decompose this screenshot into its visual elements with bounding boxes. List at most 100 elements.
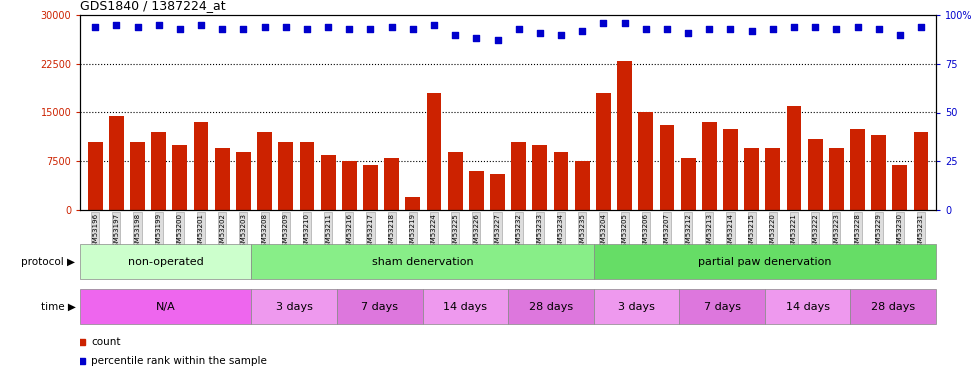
Bar	[723, 129, 738, 210]
Bar	[80, 289, 252, 324]
Point	[722, 26, 738, 32]
Text: 7 days: 7 days	[704, 302, 741, 312]
Bar	[617, 60, 632, 210]
Bar	[469, 171, 484, 210]
Point	[808, 24, 823, 30]
Bar	[448, 152, 463, 210]
Bar	[384, 158, 399, 210]
Text: 3 days: 3 days	[275, 302, 313, 312]
Point	[193, 22, 209, 28]
Point	[320, 24, 336, 30]
Point	[215, 26, 230, 32]
Point	[278, 24, 294, 30]
Point	[405, 26, 420, 32]
Text: 28 days: 28 days	[871, 302, 915, 312]
Bar	[337, 289, 422, 324]
Point	[468, 35, 484, 41]
Point	[151, 22, 167, 28]
Point	[680, 30, 696, 36]
Point	[87, 24, 103, 30]
Point	[554, 32, 569, 38]
Bar	[764, 289, 851, 324]
Bar	[512, 142, 526, 210]
Bar	[638, 112, 654, 210]
Bar	[252, 244, 594, 279]
Text: percentile rank within the sample: percentile rank within the sample	[91, 356, 267, 366]
Bar	[532, 145, 547, 210]
Bar	[426, 93, 441, 210]
Bar	[554, 152, 568, 210]
Point	[490, 38, 506, 44]
Text: non-operated: non-operated	[128, 256, 204, 267]
Text: partial paw denervation: partial paw denervation	[698, 256, 832, 267]
Bar	[130, 142, 145, 210]
Bar	[363, 165, 378, 210]
Bar	[594, 289, 679, 324]
Bar	[681, 158, 696, 210]
Bar	[596, 93, 611, 210]
Point	[828, 26, 844, 32]
Text: protocol ▶: protocol ▶	[22, 256, 75, 267]
Point	[532, 30, 548, 36]
Bar	[88, 142, 103, 210]
Point	[426, 22, 442, 28]
Bar	[215, 148, 229, 210]
Text: 14 days: 14 days	[786, 302, 829, 312]
Bar	[913, 132, 928, 210]
Point	[871, 26, 887, 32]
Point	[638, 26, 654, 32]
Point	[616, 20, 632, 26]
Point	[299, 26, 315, 32]
Point	[660, 26, 675, 32]
Bar	[252, 289, 337, 324]
Text: 28 days: 28 days	[529, 302, 573, 312]
Point	[129, 24, 145, 30]
Bar	[744, 148, 760, 210]
Text: time ▶: time ▶	[40, 302, 75, 312]
Bar	[320, 155, 335, 210]
Point	[384, 24, 400, 30]
Bar	[575, 161, 590, 210]
Bar	[151, 132, 167, 210]
Bar	[509, 289, 594, 324]
Point	[511, 26, 526, 32]
Point	[109, 22, 124, 28]
Text: 7 days: 7 days	[362, 302, 398, 312]
Bar	[278, 142, 293, 210]
Text: N/A: N/A	[156, 302, 175, 312]
Point	[363, 26, 378, 32]
Bar	[109, 116, 123, 210]
Text: 3 days: 3 days	[618, 302, 655, 312]
Bar	[490, 174, 505, 210]
Bar	[194, 122, 209, 210]
Point	[850, 24, 865, 30]
Point	[913, 24, 929, 30]
Point	[447, 32, 463, 38]
Bar	[851, 289, 936, 324]
Point	[702, 26, 717, 32]
Bar	[850, 129, 865, 210]
Text: 14 days: 14 days	[443, 302, 487, 312]
Bar	[660, 126, 674, 210]
Text: count: count	[91, 337, 121, 347]
Bar	[406, 197, 420, 210]
Point	[786, 24, 802, 30]
Bar	[829, 148, 844, 210]
Bar	[257, 132, 272, 210]
Bar	[787, 106, 802, 210]
Bar	[342, 161, 357, 210]
Point	[172, 26, 188, 32]
Bar	[172, 145, 187, 210]
Bar	[679, 289, 764, 324]
Text: sham denervation: sham denervation	[371, 256, 473, 267]
Bar	[594, 244, 936, 279]
Point	[341, 26, 357, 32]
Point	[257, 24, 272, 30]
Bar	[80, 244, 252, 279]
Bar	[893, 165, 907, 210]
Bar	[808, 138, 822, 210]
Point	[235, 26, 251, 32]
Point	[744, 28, 760, 34]
Point	[596, 20, 612, 26]
Text: GDS1840 / 1387224_at: GDS1840 / 1387224_at	[80, 0, 226, 12]
